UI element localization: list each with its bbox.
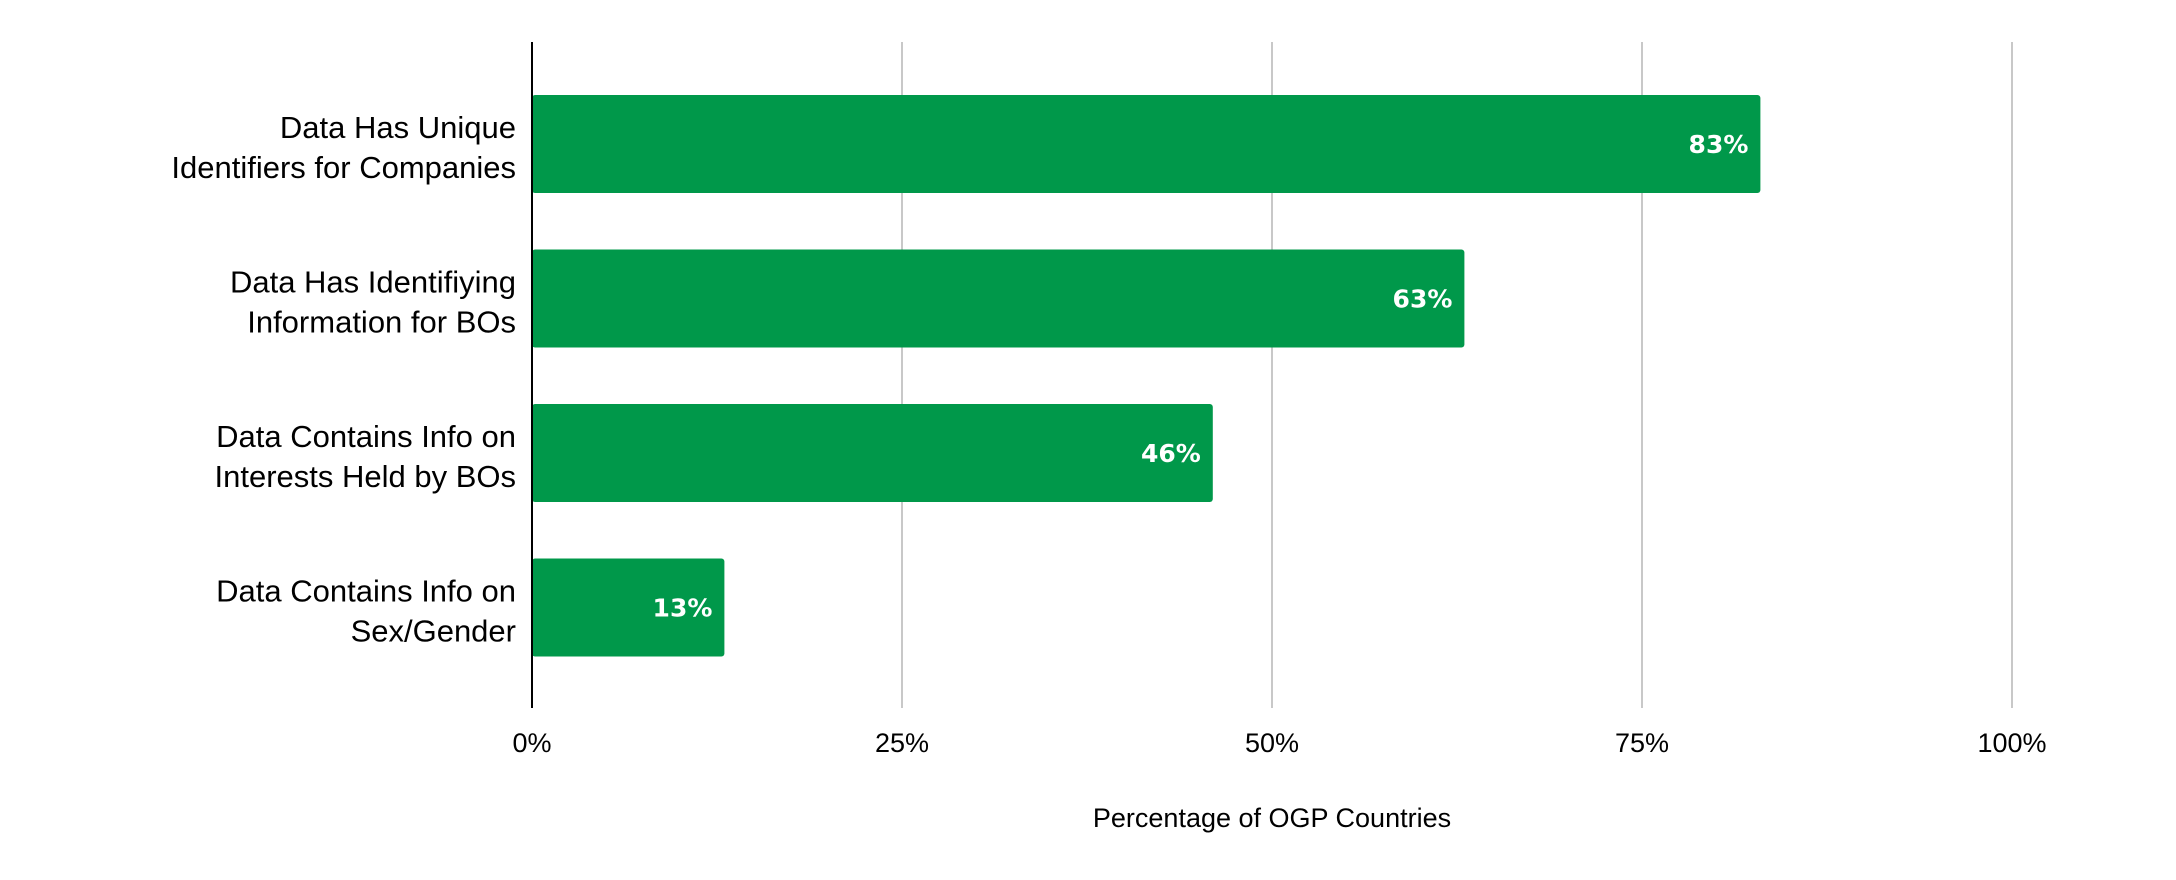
category-label-2: Data Has Identifiying Information for BOs (230, 265, 516, 340)
x-tick-label-50: 50% (1245, 728, 1299, 758)
category-label-line: Information for BOs (247, 305, 516, 340)
data-label-2: 63% (1393, 285, 1453, 314)
x-axis-title: Percentage of OGP Countries (1093, 803, 1451, 833)
category-label-line: Data Has Unique (280, 110, 516, 145)
category-label-line: Interests Held by BOs (214, 459, 516, 494)
bar-1 (532, 95, 1761, 193)
x-tick-label-75: 75% (1615, 728, 1669, 758)
bar-2 (532, 249, 1465, 348)
bars: 83% 63% 46% 13% (532, 95, 1761, 657)
data-label-3: 46% (1141, 439, 1201, 468)
category-labels: Data Has Unique Identifiers for Companies… (171, 110, 516, 649)
category-label-3: Data Contains Info on Interests Held by B… (214, 419, 516, 494)
bar-3 (532, 404, 1213, 502)
category-label-line: Identifiers for Companies (171, 150, 516, 185)
category-label-1: Data Has Unique Identifiers for Companies (171, 110, 516, 185)
data-label-4: 13% (653, 594, 713, 623)
data-label-1: 83% (1689, 130, 1749, 159)
bar-4 (532, 558, 725, 657)
category-label-line: Data Contains Info on (216, 419, 516, 454)
category-label-line: Data Contains Info on (216, 574, 516, 609)
category-label-line: Sex/Gender (351, 614, 516, 649)
x-tick-label-0: 0% (512, 728, 551, 758)
x-tick-label-100: 100% (1977, 728, 2046, 758)
category-label-4: Data Contains Info on Sex/Gender (216, 574, 516, 649)
category-label-line: Data Has Identifiying (230, 265, 516, 300)
x-tick-label-25: 25% (875, 728, 929, 758)
x-tick-labels: 0% 25% 50% 75% 100% (512, 728, 2046, 758)
